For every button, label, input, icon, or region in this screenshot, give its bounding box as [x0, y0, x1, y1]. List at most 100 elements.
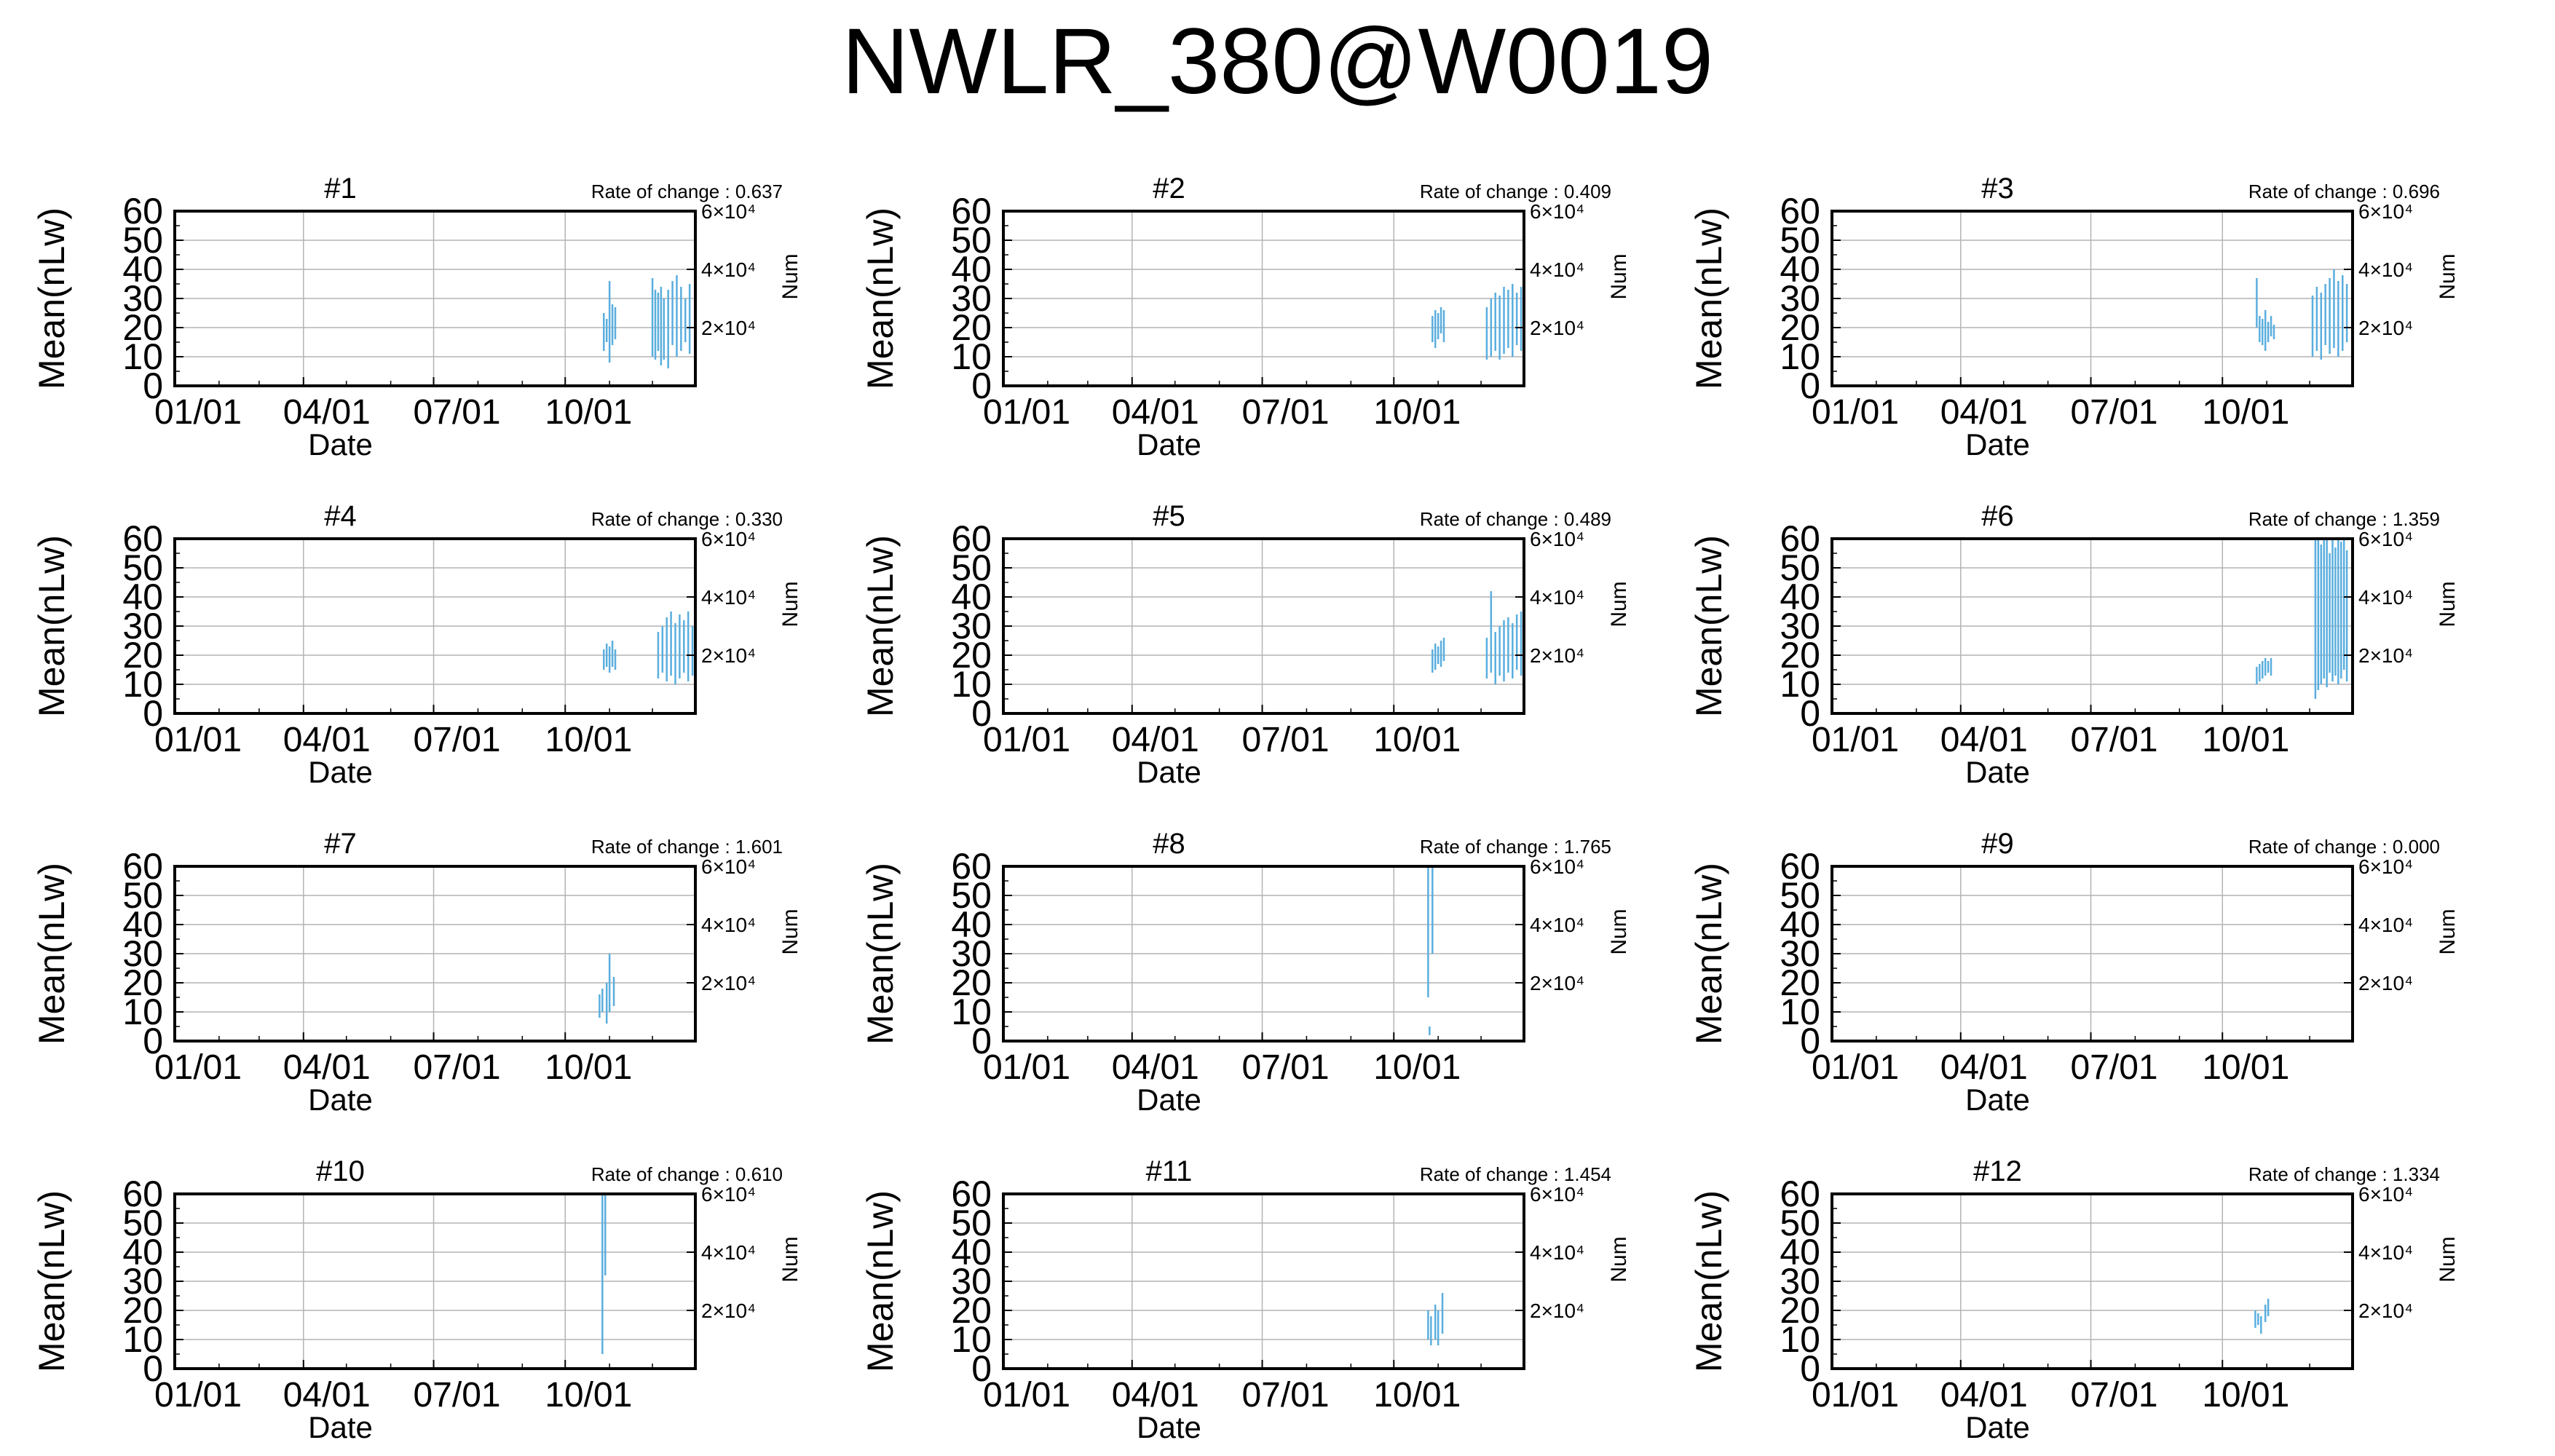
y-tick-label: 60	[1780, 191, 1820, 232]
y-tick-label: 30	[122, 278, 163, 319]
x-tick-label: 01/01	[154, 393, 242, 432]
x-tick-label: 04/01	[1940, 721, 2028, 759]
x-tick-label: 04/01	[1940, 393, 2028, 432]
rate-of-change-label: Rate of change : 1.601	[591, 836, 783, 858]
x-tick-label: 01/01	[983, 1048, 1070, 1087]
y-tick-label: 50	[1780, 220, 1820, 261]
panel-title: #3	[1981, 173, 2014, 205]
x-tick-label: 10/01	[545, 1376, 632, 1415]
panel-title: #2	[1153, 173, 1185, 205]
y-tick-label: 10	[951, 1319, 992, 1360]
x-tick-label: 10/01	[1373, 393, 1461, 432]
y-tick-label: 10	[1780, 992, 1820, 1032]
y-axis-label: Mean(nLw)	[860, 207, 901, 389]
y-axis-label: Mean(nLw)	[1689, 1190, 1729, 1372]
y-tick-label: 60	[122, 846, 163, 887]
y-tick-label: 10	[951, 992, 992, 1032]
y-tick-label: 30	[1780, 278, 1820, 319]
y-tick-label: 40	[951, 1232, 992, 1273]
y-tick-label: 30	[1780, 606, 1820, 646]
panel-title: #12	[1973, 1155, 2022, 1187]
rate-of-change-label: Rate of change : 1.359	[2248, 508, 2440, 530]
y-tick-label: 10	[951, 336, 992, 377]
rate-of-change-label: Rate of change : 1.334	[2248, 1163, 2440, 1185]
y-tick-label: 20	[1780, 962, 1820, 1003]
y2-tick-label: 6×10⁴	[1530, 200, 1584, 223]
y2-tick-label: 6×10⁴	[1530, 855, 1584, 878]
y-tick-label: 40	[951, 249, 992, 290]
x-axis-label: Date	[1965, 427, 2030, 462]
y-tick-label: 20	[122, 307, 163, 348]
x-tick-label: 10/01	[1373, 1048, 1461, 1087]
y-tick-label: 50	[951, 220, 992, 261]
y2-tick-label: 6×10⁴	[701, 1183, 756, 1206]
panel-title: #8	[1153, 828, 1185, 860]
x-tick-label: 04/01	[1112, 1048, 1199, 1087]
y-axis-label: Mean(nLw)	[860, 535, 901, 717]
x-tick-label: 10/01	[545, 1048, 632, 1087]
y-axis-label: Mean(nLw)	[1689, 207, 1729, 389]
rate-of-change-label: Rate of change : 0.637	[591, 181, 783, 202]
x-axis-label: Date	[1965, 755, 2030, 789]
y-tick-label: 60	[122, 191, 163, 232]
y-tick-label: 0	[143, 693, 163, 734]
x-tick-label: 10/01	[545, 393, 632, 432]
y2-tick-label: 2×10⁴	[2358, 317, 2413, 339]
y-tick-label: 30	[1780, 933, 1820, 974]
y-tick-label: 30	[122, 1261, 163, 1302]
x-tick-label: 01/01	[154, 1376, 242, 1415]
y-tick-label: 20	[1780, 1290, 1820, 1331]
y2-axis-label: Num	[1607, 581, 1631, 627]
panel-title: #6	[1981, 500, 2014, 532]
y2-tick-label: 2×10⁴	[1530, 644, 1584, 667]
y2-tick-label: 4×10⁴	[701, 1241, 756, 1264]
y-tick-label: 10	[122, 992, 163, 1032]
x-tick-label: 01/01	[154, 1048, 242, 1087]
y-tick-label: 20	[951, 635, 992, 676]
x-tick-label: 07/01	[1241, 393, 1329, 432]
y2-axis-label: Num	[2436, 253, 2460, 299]
y-tick-label: 30	[951, 278, 992, 319]
y-tick-label: 50	[122, 220, 163, 261]
y-tick-label: 30	[951, 606, 992, 646]
x-tick-label: 10/01	[545, 721, 632, 759]
y2-tick-label: 2×10⁴	[2358, 644, 2413, 667]
x-tick-label: 01/01	[983, 1376, 1070, 1415]
x-tick-label: 07/01	[413, 1376, 500, 1415]
y2-tick-label: 2×10⁴	[2358, 1299, 2413, 1322]
x-tick-label: 01/01	[983, 393, 1070, 432]
y-tick-label: 0	[1800, 1348, 1820, 1389]
x-tick-label: 10/01	[2202, 1376, 2289, 1415]
y-tick-label: 0	[971, 365, 992, 406]
x-tick-label: 10/01	[1373, 1376, 1461, 1415]
y-tick-label: 0	[971, 1021, 992, 1061]
x-tick-label: 07/01	[2070, 1376, 2157, 1415]
panel-title: #11	[1146, 1155, 1193, 1187]
x-axis-label: Date	[1137, 1083, 1201, 1117]
y-tick-label: 50	[951, 875, 992, 916]
y-tick-label: 50	[122, 1203, 163, 1243]
x-tick-label: 01/01	[154, 721, 242, 759]
y2-axis-label: Num	[1607, 253, 1631, 299]
y-tick-label: 50	[122, 875, 163, 916]
x-tick-label: 04/01	[283, 393, 371, 432]
x-axis-label: Date	[308, 755, 373, 789]
y-tick-label: 60	[1780, 518, 1820, 559]
y2-tick-label: 2×10⁴	[1530, 972, 1584, 994]
y2-tick-label: 6×10⁴	[2358, 528, 2413, 550]
x-axis-label: Date	[1965, 1083, 2030, 1117]
x-tick-label: 07/01	[1241, 1376, 1329, 1415]
y2-tick-label: 4×10⁴	[701, 586, 756, 609]
y-tick-label: 10	[122, 664, 163, 705]
x-axis-label: Date	[308, 427, 373, 462]
y2-tick-label: 4×10⁴	[1530, 914, 1584, 936]
y-tick-label: 50	[951, 1203, 992, 1243]
x-axis-label: Date	[1137, 1410, 1201, 1444]
y2-tick-label: 4×10⁴	[701, 914, 756, 936]
y2-tick-label: 6×10⁴	[701, 855, 756, 878]
